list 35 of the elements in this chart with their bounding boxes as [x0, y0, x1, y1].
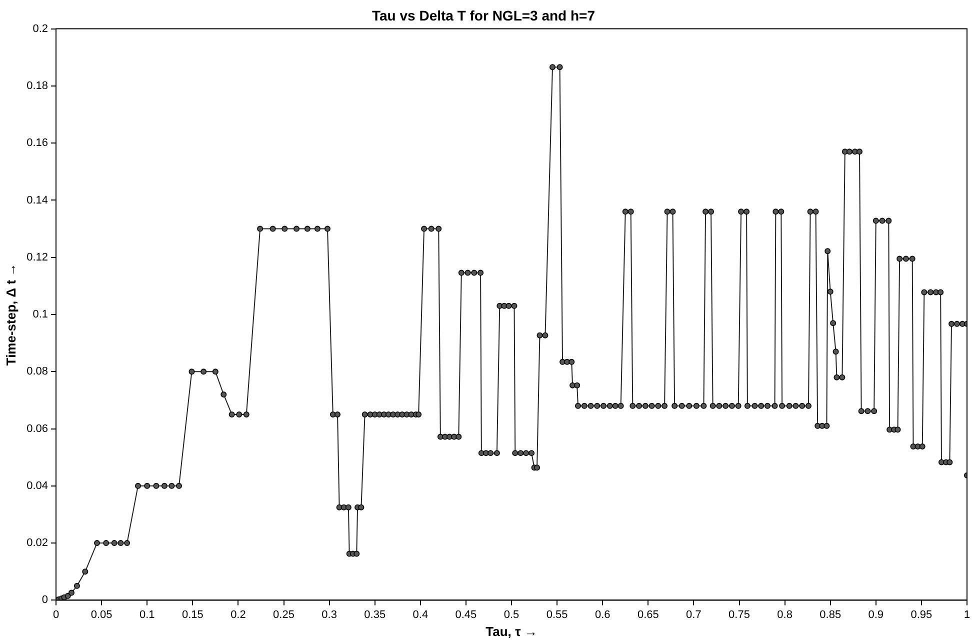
x-tick-label: 0.15 — [182, 608, 204, 621]
x-tick-label: 0.05 — [90, 608, 112, 621]
y-tick-label: 0.06 — [26, 422, 48, 435]
x-tick-label: 0.65 — [637, 608, 659, 621]
x-tick-label: 0.5 — [504, 608, 520, 621]
x-tick-label: 0.55 — [546, 608, 568, 621]
y-tick-label: 0.16 — [26, 137, 48, 150]
x-tick-label: 0.35 — [364, 608, 386, 621]
x-tick-label: 0 — [52, 608, 60, 621]
x-tick-label: 0.3 — [322, 608, 337, 621]
x-tick-label: 1 — [964, 608, 970, 621]
x-tick-label: 0.6 — [594, 608, 610, 621]
x-tick-label: 0.9 — [868, 608, 884, 621]
x-tick-label: 0.25 — [273, 608, 294, 621]
x-tick-label: 0.85 — [820, 608, 842, 621]
chart-title: Tau vs Delta T for NGL=3 and h=7 — [372, 7, 596, 24]
x-tick-label: 0.8 — [777, 608, 792, 621]
y-tick-label: 0.04 — [26, 480, 48, 492]
y-tick-label: 0.2 — [32, 22, 48, 35]
y-axis-title: Time-step, Δ t → — [3, 263, 18, 366]
y-tick-label: 0.14 — [26, 194, 48, 206]
y-tick-label: 0.02 — [26, 537, 48, 550]
x-tick-label: 0.75 — [728, 608, 750, 621]
y-tick-label: 0 — [42, 594, 48, 606]
y-tick-label: 0.18 — [26, 80, 48, 92]
x-tick-label: 0.2 — [230, 608, 246, 621]
x-tick-label: 0.7 — [686, 608, 702, 621]
x-axis-title: Tau, τ → — [486, 624, 538, 639]
x-tick-label: 0.45 — [455, 608, 477, 621]
x-tick-label: 0.95 — [910, 608, 932, 621]
y-tick-label: 0.08 — [26, 366, 48, 378]
y-tick-label: 0.1 — [32, 308, 48, 321]
x-tick-label: 0.1 — [139, 608, 155, 621]
x-tick-label: 0.4 — [412, 608, 428, 621]
y-tick-label: 0.12 — [26, 251, 48, 264]
